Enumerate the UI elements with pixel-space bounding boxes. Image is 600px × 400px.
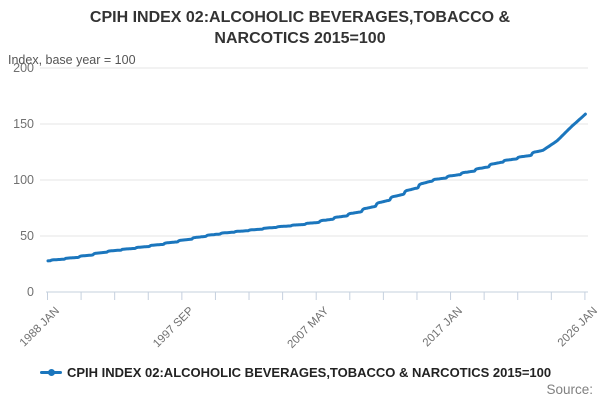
y-tick-label: 50 (20, 229, 34, 243)
source-label: Source: (546, 382, 593, 397)
x-axis (46, 291, 588, 300)
legend-item[interactable]: CPIH INDEX 02:ALCOHOLIC BEVERAGES,TOBACC… (40, 364, 551, 380)
series-line[interactable] (46, 112, 587, 263)
gridlines (40, 67, 588, 237)
legend-label: CPIH INDEX 02:ALCOHOLIC BEVERAGES,TOBACC… (67, 364, 552, 380)
y-tick-label: 200 (13, 61, 34, 75)
y-tick-label: 0 (27, 285, 34, 299)
chart-subtitle: Index, base year = 100 (8, 53, 136, 67)
y-tick-label: 150 (13, 117, 34, 131)
y-tick-label: 100 (13, 173, 34, 187)
series-marker-icon (40, 364, 62, 380)
chart-title: CPIH INDEX 02:ALCOHOLIC BEVERAGES,TOBACC… (89, 9, 511, 47)
